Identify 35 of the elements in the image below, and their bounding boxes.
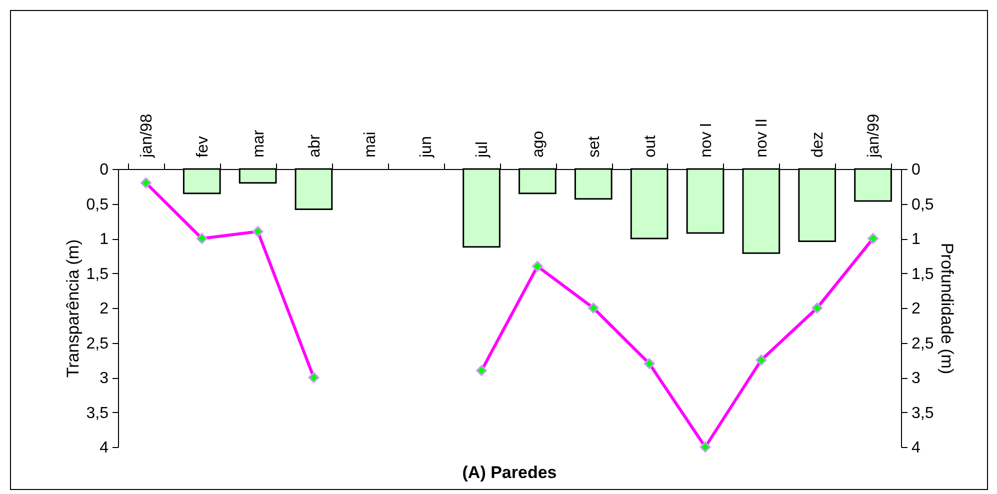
y-tick-label: 0 [100,162,109,178]
y-tick-label: 2,5 [86,335,109,352]
y-tick-label: 4 [100,440,109,456]
x-tick-label: set [586,136,603,158]
x-tick-label: mar [250,129,268,158]
x-tick-label: jan/99 [866,114,883,158]
x-tick-label: jun [418,136,436,158]
x-tick-label: nov II [754,118,771,158]
x-tick-label: dez [810,132,827,158]
y-tick-label: 1 [100,231,109,248]
x-tick-label: fev [194,136,212,158]
y-tick-label: 0,5 [86,196,109,214]
x-tick-label: nov I [698,122,715,158]
y2-tick-label: 1,5 [912,266,934,283]
x-tick-label: ago [530,130,547,158]
y-tick-label: 2 [100,300,109,318]
x-tick-label: mai [362,132,380,158]
x-tick-label: jul [474,141,492,158]
y-tick-label: 3 [100,370,109,387]
y2-axis-title: Profundidade (m) [938,242,957,374]
y2-tick-label: 3 [912,370,920,387]
y-tick-label: 3,5 [86,404,109,422]
y-tick-label: 1,5 [86,266,109,283]
y2-tick-label: 4 [912,440,920,456]
x-tick-label: abr [306,134,324,158]
y2-tick-label: 2 [912,300,920,318]
x-tick-label: out [642,134,659,158]
y2-tick-label: 0 [912,162,920,178]
y2-tick-label: 0,5 [912,196,934,214]
x-tick-label: jan/98 [138,114,156,158]
y2-tick-label: 2,5 [912,335,934,352]
y2-tick-label: 3,5 [912,404,934,422]
y-axis-title: Transparência (m) [63,239,82,378]
y2-tick-label: 1 [912,231,920,248]
text: (A) Paredes [462,463,557,482]
